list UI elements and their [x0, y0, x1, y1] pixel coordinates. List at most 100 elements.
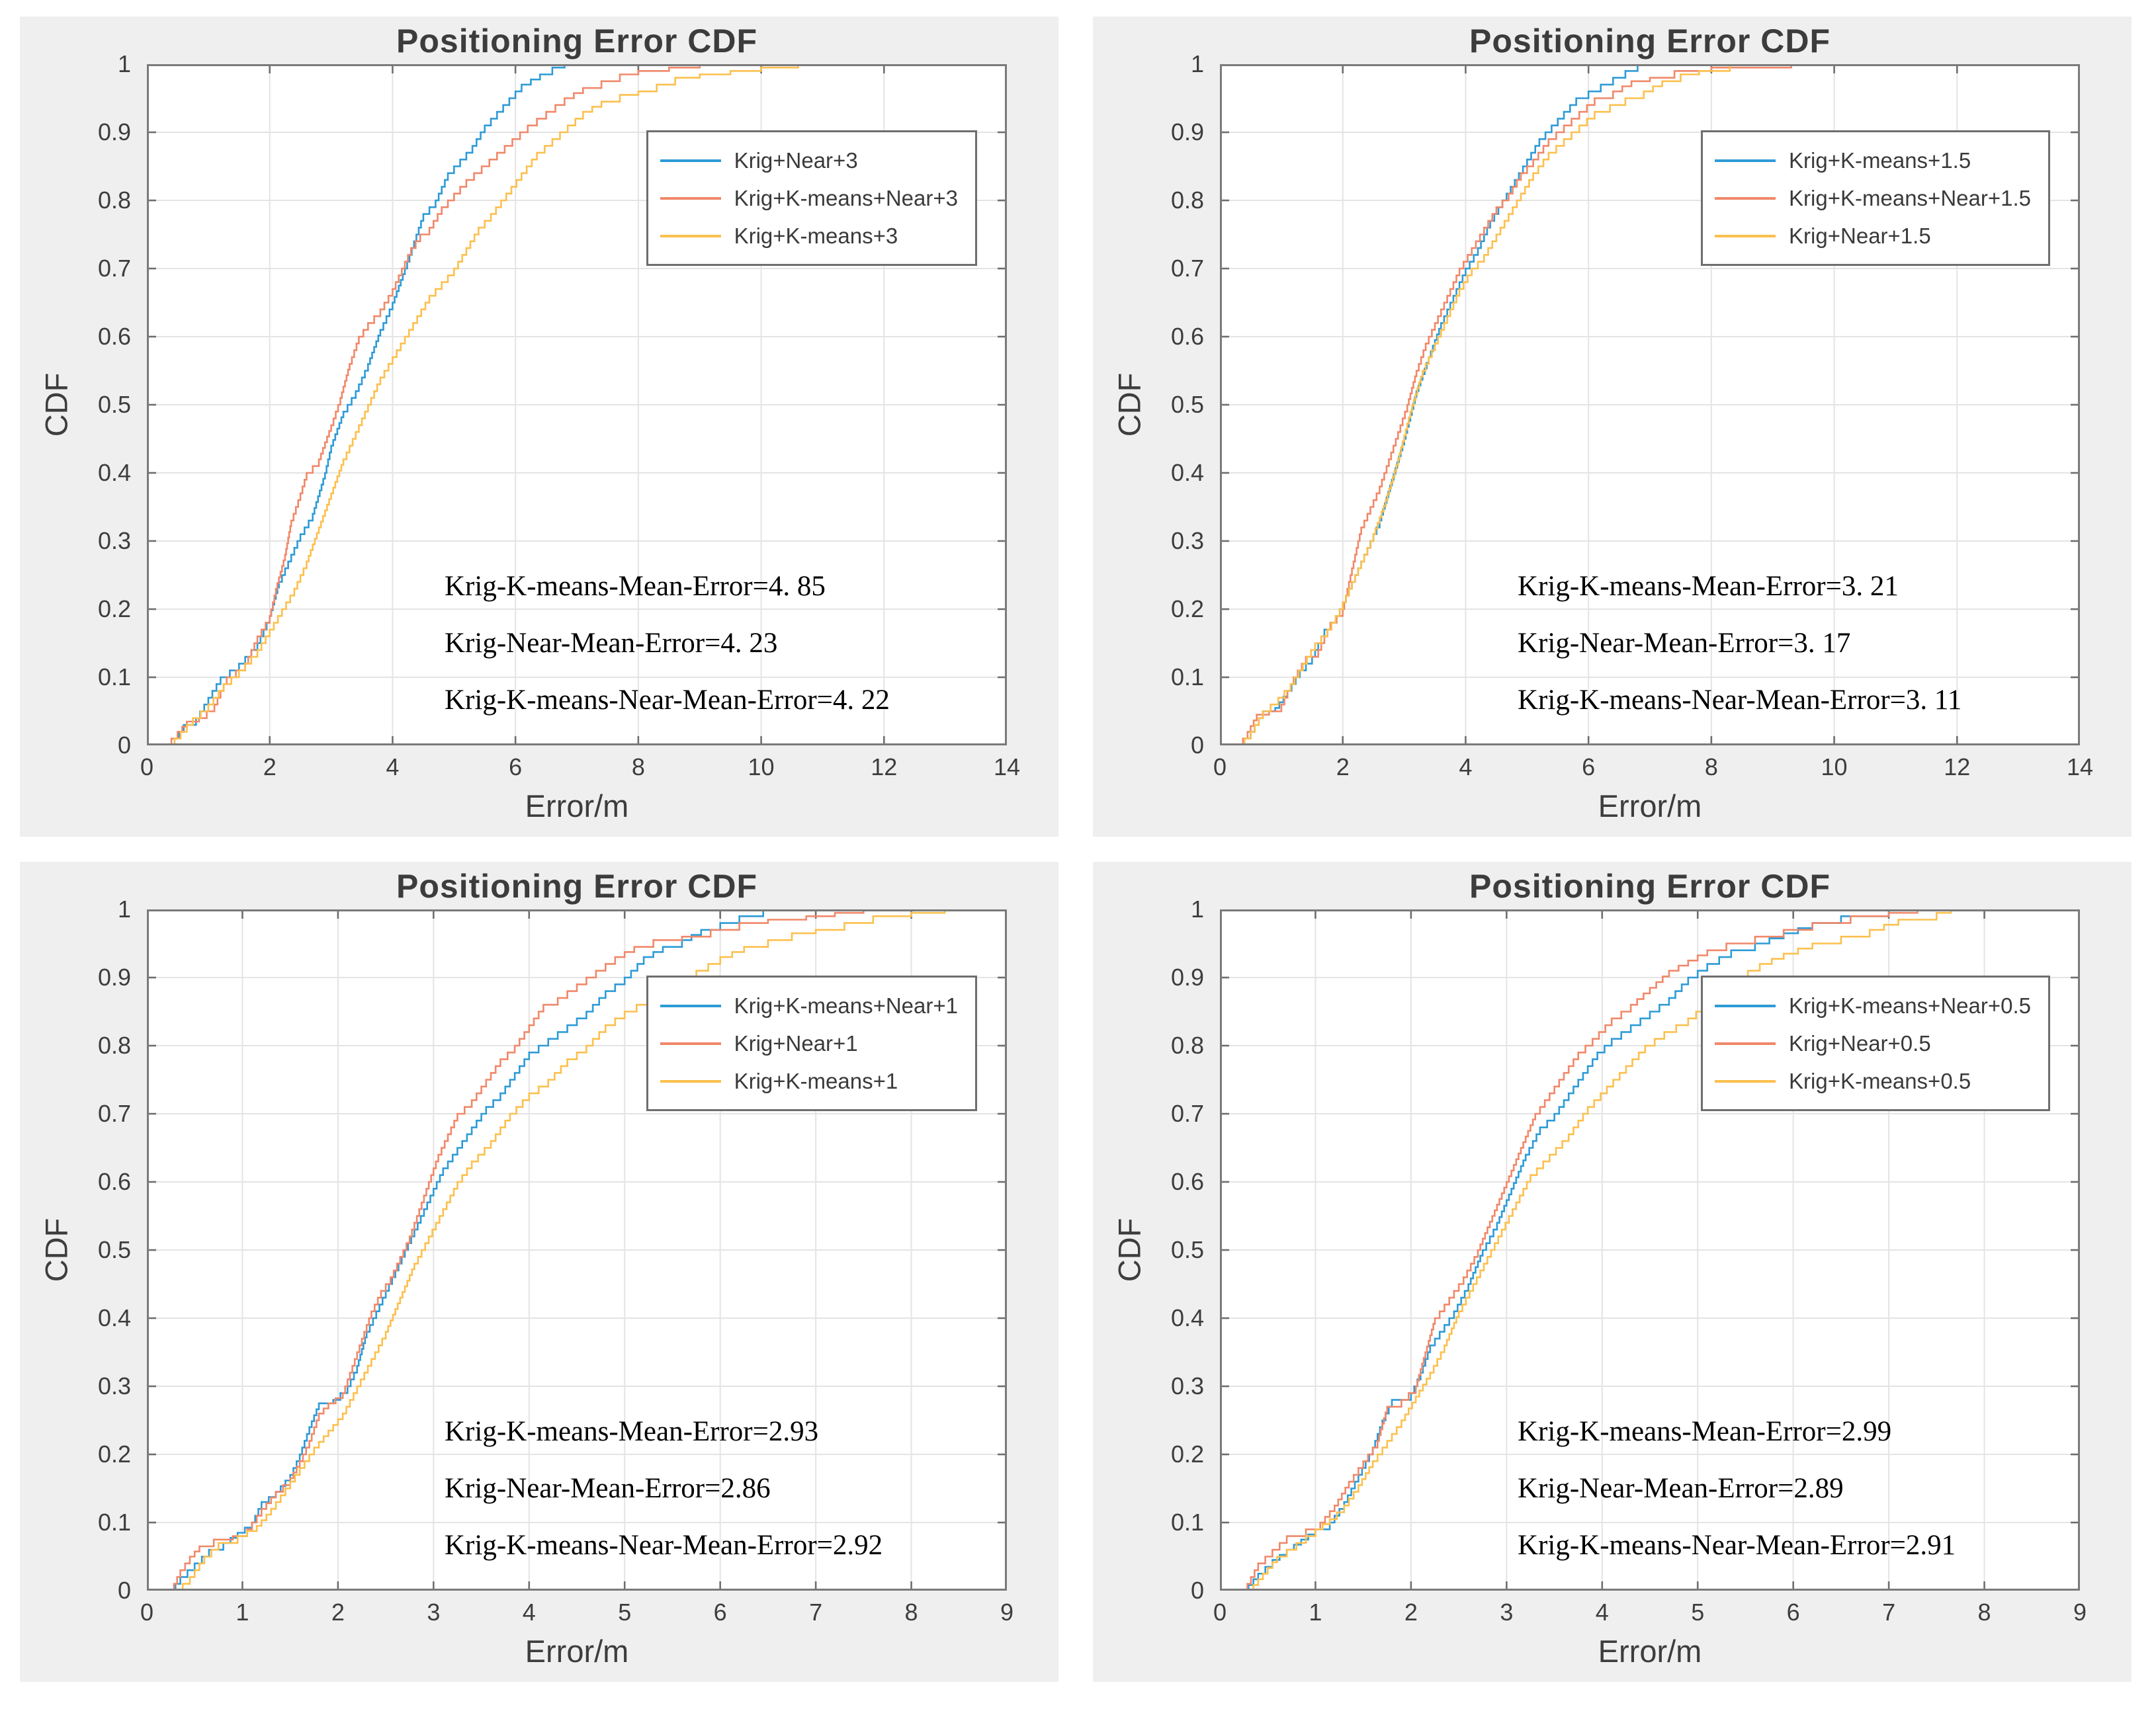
legend-label: Krig+K-means+Near+0.5 [1789, 993, 2031, 1018]
legend-row: Krig+Near+0.5 [1715, 1024, 2031, 1062]
y-tick-label: 0.3 [1170, 527, 1204, 554]
y-tick-label: 0.7 [97, 255, 131, 282]
y-tick-label: 0.5 [1170, 391, 1204, 418]
x-tick-label: 4 [522, 1599, 536, 1626]
y-tick-label: 0.3 [97, 527, 131, 554]
legend-row: Krig+K-means+0.5 [1715, 1062, 2031, 1100]
x-tick-label: 0 [140, 753, 154, 780]
annotation-line: Krig-Near-Mean-Error=2.86 [445, 1473, 771, 1504]
y-tick-label: 0.5 [97, 1236, 131, 1263]
axes-frame [147, 909, 1007, 1591]
y-tick-label: 0.9 [1170, 118, 1204, 146]
x-tick-label: 6 [509, 753, 523, 780]
y-tick-label: 1 [1190, 896, 1204, 923]
cdf-chart-panel-bottom-left: Positioning Error CDF CDF Error/m 0 0.1 0.2 0.… [20, 862, 1058, 1682]
legend-row: Krig+K-means+3 [660, 217, 958, 255]
y-tick-label: 1 [117, 50, 131, 77]
legend-label: Krig+Near+1 [734, 1030, 858, 1056]
x-tick-label: 7 [809, 1599, 823, 1626]
x-tick-label: 10 [748, 753, 775, 780]
x-tick-label: 9 [1000, 1599, 1014, 1626]
x-tick-label: 4 [1595, 1599, 1609, 1626]
legend-row: Krig+Near+1 [660, 1024, 958, 1062]
legend-label: Krig+K-means+0.5 [1789, 1068, 1971, 1093]
cdf-series-line [168, 64, 1007, 745]
legend-color-line [660, 234, 721, 237]
y-tick-label: 0.1 [1170, 1509, 1204, 1536]
x-tick-label: 7 [1882, 1599, 1896, 1626]
legend-label: Krig+K-means+3 [734, 223, 898, 248]
axes-frame [147, 64, 1007, 745]
legend-color-line [1715, 159, 1776, 162]
y-tick-label: 0.3 [1170, 1372, 1204, 1400]
legend-label: Krig+K-means+1.5 [1789, 147, 1971, 173]
y-tick-label: 0.8 [97, 187, 131, 214]
mean-error-annotations: Krig-K-means-Mean-Error=2.93 Krig-Near-Me… [445, 1403, 883, 1574]
chart-title: Positioning Error CDF [1469, 22, 1831, 60]
x-tick-label: 6 [1582, 753, 1596, 780]
cdf-series-line [1244, 909, 2080, 1591]
y-tick-label: 0.2 [1170, 1441, 1204, 1468]
y-tick-label: 0.8 [1170, 1032, 1204, 1059]
y-tick-label: 0.7 [1170, 1100, 1204, 1127]
annotation-line: Krig-K-means-Mean-Error=2.93 [445, 1416, 819, 1447]
legend-box: Krig+K-means+Near+1 Krig+Near+1 Krig+K-mea… [646, 976, 977, 1111]
annotation-line: Krig-K-means-Mean-Error=3. 21 [1518, 571, 1899, 602]
mean-error-annotations: Krig-K-means-Mean-Error=4. 85 Krig-Near-M… [445, 558, 890, 729]
annotation-line: Krig-K-means-Mean-Error=2.99 [1518, 1416, 1892, 1447]
y-tick-label: 0.5 [1170, 1236, 1204, 1263]
x-tick-label: 5 [1691, 1599, 1705, 1626]
y-tick-label: 0.2 [1170, 595, 1204, 622]
legend-label: Krig+Near+3 [734, 147, 858, 173]
x-tick-label: 6 [713, 1599, 727, 1626]
x-tick-label: 0 [1213, 753, 1227, 780]
y-tick-label: 0.6 [97, 323, 131, 350]
x-tick-label: 2 [1404, 1599, 1418, 1626]
x-tick-label: 3 [1500, 1599, 1514, 1626]
y-tick-label: 0.8 [1170, 187, 1204, 214]
x-tick-label: 0 [1213, 1599, 1227, 1626]
legend-label: Krig+K-means+Near+1 [734, 993, 958, 1018]
legend-row: Krig+K-means+Near+0.5 [1715, 987, 2031, 1024]
y-tick-label: 1 [117, 896, 131, 923]
annotation-line: Krig-K-means-Near-Mean-Error=3. 11 [1518, 685, 1962, 716]
x-tick-label: 8 [904, 1599, 918, 1626]
x-tick-label: 12 [871, 753, 898, 780]
y-tick-label: 0.9 [1170, 964, 1204, 991]
legend-color-line [660, 1079, 721, 1083]
y-tick-label: 0 [1190, 1577, 1204, 1604]
x-tick-label: 3 [427, 1599, 441, 1626]
x-axis-label: Error/m [525, 1634, 629, 1669]
x-tick-label: 14 [2066, 753, 2094, 780]
legend-color-line [1715, 1004, 1776, 1007]
y-tick-label: 0.6 [1170, 1168, 1204, 1195]
cdf-series-line [165, 64, 1007, 745]
y-tick-label: 0 [1190, 731, 1204, 759]
y-tick-label: 0.5 [97, 391, 131, 418]
legend-label: Krig+K-means+Near+1.5 [1789, 185, 2031, 210]
axes-frame [1220, 64, 2080, 745]
y-tick-label: 0 [117, 731, 131, 759]
x-axis-label: Error/m [1598, 788, 1702, 823]
y-tick-label: 0.8 [97, 1032, 131, 1059]
x-tick-label: 1 [236, 1599, 249, 1626]
chart-title: Positioning Error CDF [1469, 868, 1831, 905]
annotation-line: Krig-Near-Mean-Error=2.89 [1518, 1473, 1844, 1504]
y-tick-label: 0.3 [97, 1372, 131, 1400]
x-tick-label: 0 [140, 1599, 154, 1626]
x-tick-label: 4 [1459, 753, 1473, 780]
y-tick-label: 0.1 [97, 1509, 131, 1536]
x-tick-label: 1 [1309, 1599, 1322, 1626]
cdf-series-line [175, 909, 1007, 1591]
legend-color-line [660, 159, 721, 162]
legend-color-line [1715, 234, 1776, 237]
x-tick-label: 4 [386, 753, 400, 780]
y-tick-label: 0.2 [97, 595, 131, 622]
legend-color-line [1715, 1042, 1776, 1045]
annotation-line: Krig-K-means-Near-Mean-Error=2.92 [445, 1530, 883, 1561]
legend-color-line [1715, 1079, 1776, 1083]
y-tick-label: 0.9 [97, 964, 131, 991]
cdf-chart-panel-top-left: Positioning Error CDF CDF Error/m 0 0.1 0.2 0.… [20, 17, 1058, 837]
x-tick-label: 14 [993, 753, 1021, 780]
plot-area [147, 909, 1007, 1591]
